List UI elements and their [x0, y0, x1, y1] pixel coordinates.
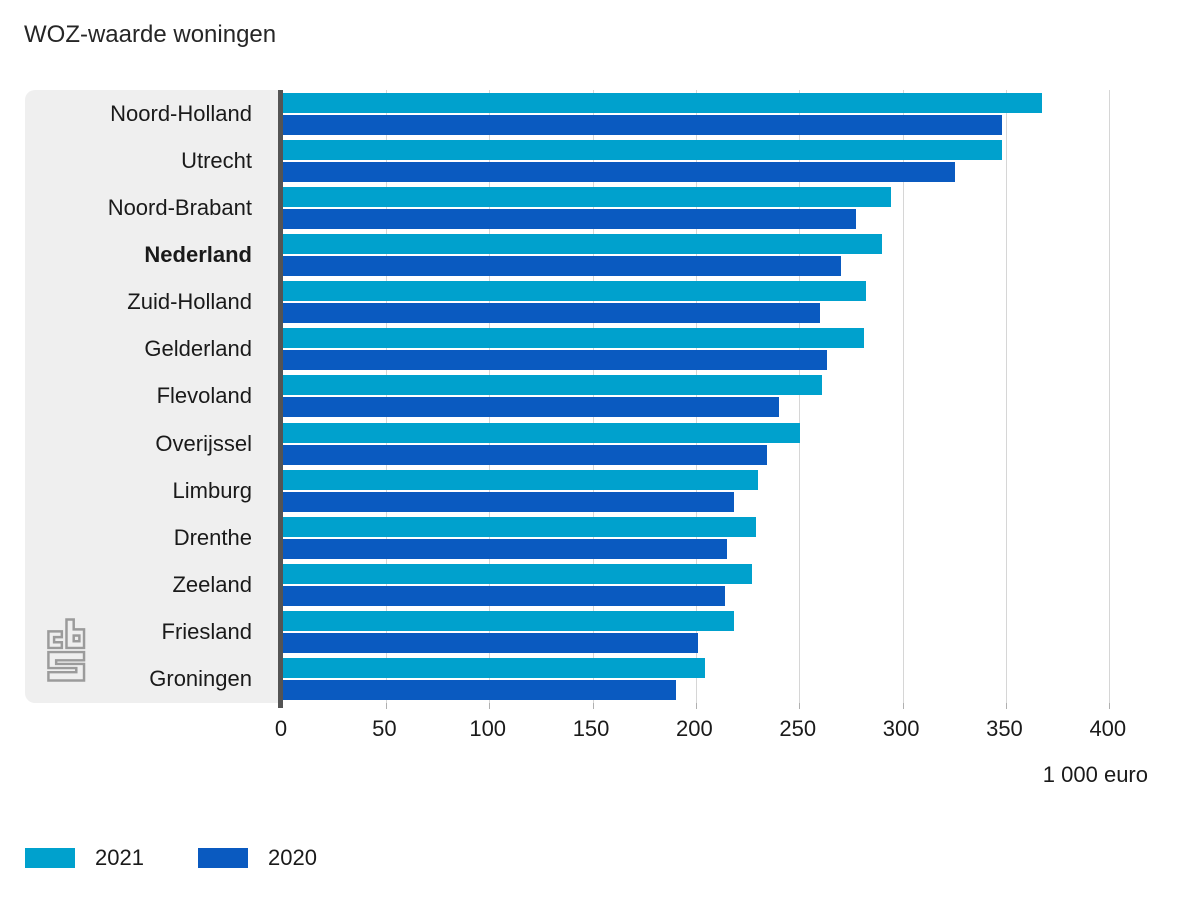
- x-tick-50: [385, 703, 387, 709]
- row-noord-brabant: Noord-Brabant: [25, 184, 1148, 231]
- bar-2020-flevoland: [283, 397, 780, 418]
- row-noord-holland: Noord-Holland: [25, 90, 1148, 137]
- legend-item-2020: 2020: [198, 847, 317, 869]
- category-label-utrecht: Utrecht: [181, 147, 252, 173]
- x-tick-label-200: 200: [676, 716, 713, 741]
- gridline-300: [902, 90, 904, 703]
- gridline-400: [1109, 90, 1111, 703]
- bar-2021-gelderland: [283, 328, 864, 349]
- x-tick-label-100: 100: [469, 716, 507, 741]
- row-drenthe: Drenthe: [25, 514, 1148, 561]
- bar-2020-limburg: [283, 491, 734, 512]
- category-label-noord-brabant: Noord-Brabant: [107, 194, 252, 220]
- row-friesland: Friesland: [25, 609, 1148, 656]
- y-axis-line: [278, 90, 283, 708]
- x-tick-label-400: 400: [1089, 716, 1127, 741]
- bar-2021-noord-brabant: [283, 186, 891, 207]
- gridline-50: [385, 90, 387, 703]
- bar-2021-flevoland: [283, 375, 823, 396]
- category-label-flevoland: Flevoland: [156, 383, 252, 409]
- category-label-noord-holland: Noord-Holland: [110, 100, 252, 126]
- gridline-150: [592, 90, 594, 703]
- legend-label-2021: 2021: [95, 845, 144, 870]
- bar-2020-zuid-holland: [283, 303, 821, 324]
- plot-area: [283, 90, 1148, 709]
- category-label-zeeland: Zeeland: [172, 572, 252, 598]
- row-gelderland: Gelderland: [25, 326, 1148, 373]
- category-label-overijssel: Overijssel: [155, 430, 252, 456]
- category-panel: [25, 90, 278, 703]
- row-utrecht: Utrecht: [25, 137, 1148, 184]
- x-tick-300: [902, 703, 904, 709]
- bar-2021-overijssel: [283, 422, 800, 443]
- gridline-200: [695, 90, 697, 703]
- bar-2020-zeeland: [283, 586, 726, 607]
- x-tick-label-300: 300: [882, 716, 920, 741]
- bar-2020-nederland: [283, 255, 842, 276]
- category-label-nederland: Nederland: [144, 242, 252, 268]
- x-tick-200: [695, 703, 697, 709]
- bar-2020-noord-brabant: [283, 208, 856, 229]
- x-tick-400: [1109, 703, 1111, 709]
- x-axis-labels: 0 50 100 150 200 250 300 350 400: [275, 716, 1148, 744]
- x-tick-label-150: 150: [572, 716, 610, 741]
- bar-2020-groningen: [283, 680, 676, 701]
- bar-2020-overijssel: [283, 444, 767, 465]
- x-tick-250: [799, 703, 801, 709]
- bar-2021-nederland: [283, 233, 883, 254]
- x-tick-label-250: 250: [779, 716, 817, 741]
- row-groningen: Groningen: [25, 656, 1148, 703]
- row-zuid-holland: Zuid-Holland: [25, 279, 1148, 326]
- bar-2021-zeeland: [283, 564, 753, 585]
- row-flevoland: Flevoland: [25, 373, 1148, 420]
- x-tick-label-350: 350: [986, 716, 1023, 741]
- bar-2021-limburg: [283, 469, 759, 490]
- x-tick-100: [489, 703, 491, 709]
- bar-2020-drenthe: [283, 538, 728, 559]
- row-limburg: Limburg: [25, 467, 1148, 514]
- category-label-drenthe: Drenthe: [173, 524, 252, 550]
- bar-2021-utrecht: [283, 139, 1003, 160]
- bar-2020-gelderland: [283, 350, 827, 371]
- x-tick-150: [592, 703, 594, 709]
- row-zeeland: Zeeland: [25, 562, 1148, 609]
- bar-2020-friesland: [283, 633, 699, 654]
- bar-2021-zuid-holland: [283, 281, 866, 302]
- x-axis-unit-label: 1 000 euro: [1042, 762, 1148, 787]
- x-tick-350: [1005, 703, 1007, 709]
- chart-title: WOZ-waarde woningen: [24, 21, 277, 48]
- gridline-100: [489, 90, 491, 703]
- category-label-limburg: Limburg: [172, 477, 252, 503]
- cbs-logo-icon: [47, 618, 86, 682]
- gridline-350: [1005, 90, 1007, 703]
- bar-2021-friesland: [283, 611, 734, 632]
- legend-label-2020: 2020: [268, 845, 317, 870]
- row-overijssel: Overijssel: [25, 420, 1148, 467]
- bar-2021-groningen: [283, 658, 705, 679]
- bar-2021-noord-holland: [283, 92, 1042, 113]
- bar-2020-utrecht: [283, 161, 955, 182]
- x-tick-label-50: 50: [372, 716, 397, 741]
- category-label-groningen: Groningen: [149, 666, 252, 692]
- category-label-zuid-holland: Zuid-Holland: [127, 289, 252, 315]
- gridline-250: [799, 90, 801, 703]
- bar-2020-noord-holland: [283, 114, 1003, 135]
- legend-swatch-2020: [198, 848, 248, 868]
- x-tick-label-0: 0: [274, 716, 288, 741]
- legend-item-2021: 2021: [25, 847, 144, 869]
- bar-2021-drenthe: [283, 516, 757, 537]
- row-nederland: Nederland: [25, 231, 1148, 278]
- legend-swatch-2021: [25, 848, 75, 868]
- legend: 2021 2020: [0, 847, 600, 869]
- category-label-friesland: Friesland: [161, 619, 252, 645]
- category-label-gelderland: Gelderland: [144, 336, 252, 362]
